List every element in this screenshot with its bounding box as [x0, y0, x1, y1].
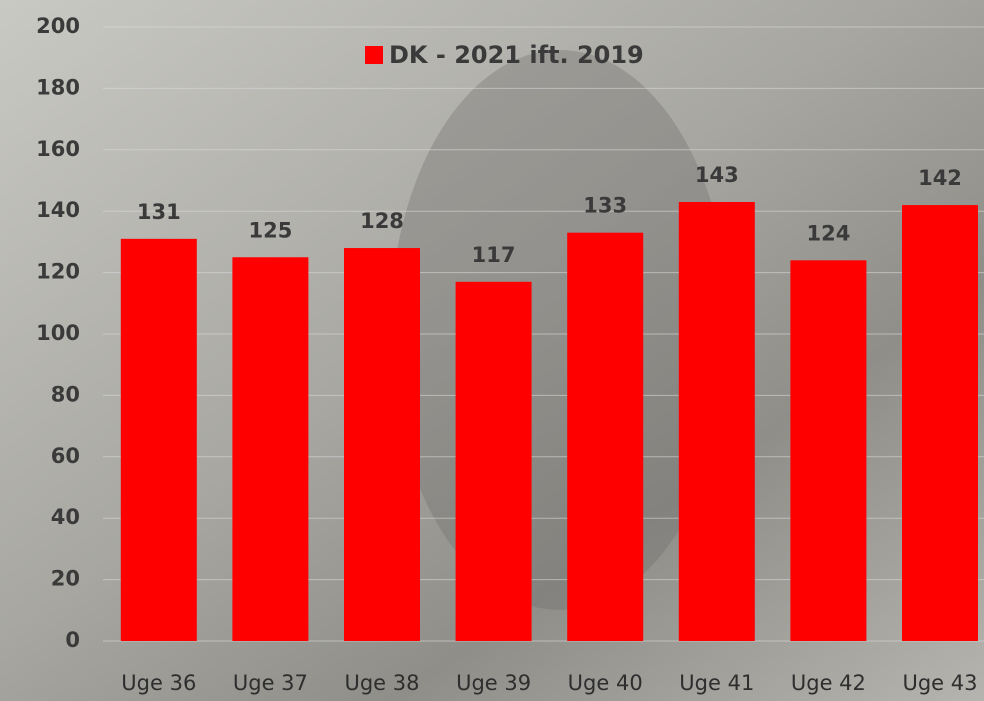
x-tick-label: Uge 40	[568, 671, 643, 695]
data-label: 117	[472, 243, 516, 267]
y-tick-label: 0	[65, 628, 80, 652]
x-tick-label: Uge 43	[902, 671, 977, 695]
x-tick-label: Uge 36	[121, 671, 196, 695]
bar	[790, 260, 867, 641]
bar	[678, 201, 755, 642]
y-tick-label: 100	[36, 321, 80, 345]
data-label: 142	[918, 166, 962, 190]
x-tick-label: Uge 42	[791, 671, 866, 695]
x-tick-label: Uge 41	[679, 671, 754, 695]
bar	[455, 281, 532, 641]
data-label: 143	[695, 163, 739, 187]
legend-label: DK - 2021 ift. 2019	[389, 41, 644, 69]
data-label: 128	[360, 209, 404, 233]
legend-swatch	[365, 46, 383, 64]
x-tick-label: Uge 37	[233, 671, 308, 695]
y-tick-label: 120	[36, 260, 80, 284]
y-tick-label: 80	[51, 382, 80, 406]
y-tick-label: 160	[36, 137, 80, 161]
x-tick-label: Uge 38	[344, 671, 419, 695]
y-tick-label: 180	[36, 75, 80, 99]
bar	[567, 232, 644, 641]
data-label: 124	[806, 221, 850, 245]
y-tick-label: 40	[51, 505, 80, 529]
y-tick-label: 60	[51, 444, 80, 468]
bar	[232, 257, 309, 641]
data-label: 131	[137, 200, 181, 224]
y-tick-label: 140	[36, 198, 80, 222]
bar	[344, 248, 420, 642]
bar	[120, 238, 197, 641]
data-label: 125	[248, 218, 292, 242]
y-tick-label: 20	[51, 567, 80, 591]
x-tick-label: Uge 39	[456, 671, 531, 695]
y-tick-label: 200	[36, 14, 80, 38]
data-label: 133	[583, 194, 627, 218]
bar	[902, 205, 978, 641]
